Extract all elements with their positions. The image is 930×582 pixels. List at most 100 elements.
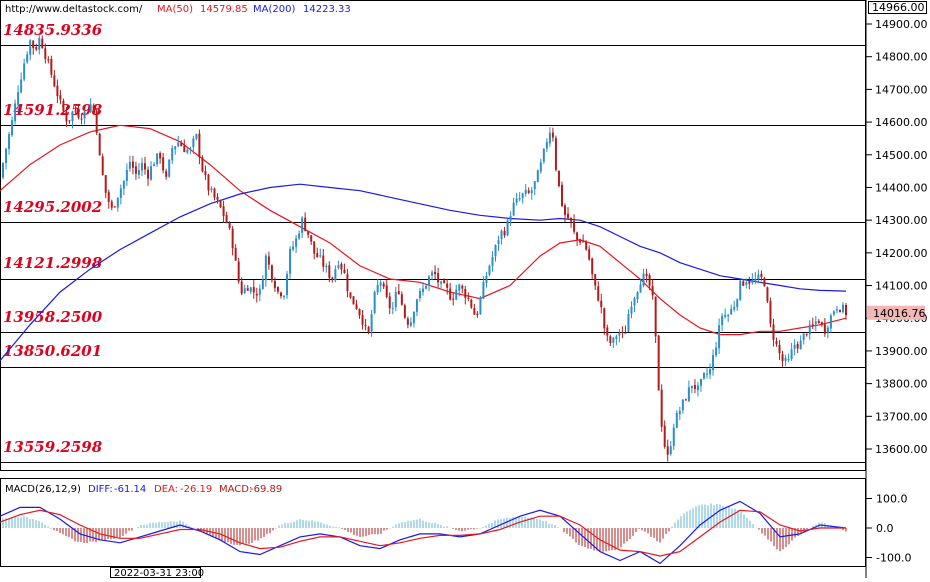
candle-body <box>796 344 799 349</box>
candle-body <box>74 110 77 112</box>
candle-body <box>642 273 645 286</box>
candle-body <box>518 198 521 200</box>
candle-body <box>742 281 745 286</box>
candle-body <box>645 273 648 277</box>
top-price-box <box>868 1 927 14</box>
candle-body <box>23 63 26 80</box>
candle-body <box>2 163 4 178</box>
candle-body <box>838 309 841 313</box>
candle-body <box>289 248 292 274</box>
macd-diff-value: -61.14 <box>114 484 146 495</box>
candle-body <box>567 213 570 219</box>
candle-body <box>814 321 817 325</box>
candle-body <box>512 202 515 216</box>
time-label: 2022-03-31 23:00 <box>114 568 204 578</box>
candle-body <box>464 289 467 298</box>
candle-body <box>264 255 267 281</box>
candle-body <box>397 291 400 295</box>
candle-body <box>681 399 684 411</box>
candle-body <box>443 280 446 284</box>
candle-body <box>237 261 240 282</box>
candle-body <box>715 347 718 356</box>
candle-body <box>727 314 730 317</box>
candle-body <box>349 292 352 298</box>
price-tick-label: 14700.00 <box>875 83 928 96</box>
candle-body <box>213 188 216 198</box>
candle-body <box>310 235 313 242</box>
candle-body <box>627 313 630 332</box>
macd-indicator <box>0 500 847 565</box>
candle-body <box>799 340 802 350</box>
candle-body <box>370 314 373 332</box>
candle-body <box>400 294 403 305</box>
macd-dea-label: DEA: <box>154 484 178 495</box>
candle-body <box>361 315 364 325</box>
candle-body <box>790 349 793 360</box>
price-axis: 14900.00 14800.00 14700.00 14600.00 14500.00… <box>866 1 928 565</box>
candle-body <box>358 309 361 316</box>
candle-body <box>388 296 391 309</box>
candle-body <box>591 258 594 275</box>
candle-body <box>403 305 406 318</box>
candle-body <box>736 299 739 308</box>
level-label: 13958.2500 <box>3 308 103 326</box>
candle-body <box>270 265 273 281</box>
candle-body <box>252 286 255 293</box>
candle-body <box>304 217 307 231</box>
candle-body <box>186 149 189 153</box>
candle-body <box>385 285 388 297</box>
candle-body <box>630 306 633 314</box>
candle-body <box>739 280 742 300</box>
candle-body <box>823 324 826 334</box>
ma50-value: 14579.85 <box>200 4 248 15</box>
candle-body <box>95 110 98 133</box>
candle-body <box>461 285 464 289</box>
candle-body <box>437 273 440 283</box>
candle-body <box>503 231 506 236</box>
candle-body <box>195 134 198 139</box>
support-resistance-levels: 14835.933614591.259814295.200214121.2998… <box>1 21 865 463</box>
candle-body <box>706 373 709 375</box>
candle-body <box>394 291 397 308</box>
candle-body <box>618 333 621 336</box>
candle-body <box>754 278 757 281</box>
candle-body <box>793 344 796 349</box>
price-panel-frame <box>0 0 866 471</box>
candle-body <box>5 148 8 164</box>
candle-body <box>319 255 322 257</box>
candle-body <box>530 190 533 194</box>
candle-body <box>240 281 243 294</box>
candle-body <box>101 156 104 175</box>
candle-body <box>709 369 712 375</box>
candle-body <box>570 217 573 222</box>
candle-body <box>171 148 174 161</box>
candle-body <box>527 190 530 193</box>
candle-body <box>80 118 83 120</box>
candle-body <box>606 327 609 336</box>
candle-body <box>301 217 304 233</box>
candle-body <box>168 159 171 177</box>
candle-body <box>657 335 660 391</box>
candle-body <box>521 193 524 198</box>
candle-body <box>32 40 35 49</box>
macd-diff-label: DIFF: <box>88 484 113 495</box>
candle-body <box>131 161 134 168</box>
candle-body <box>307 231 310 235</box>
candle-body <box>651 286 654 296</box>
candle-body <box>612 337 615 343</box>
candle-body <box>434 271 437 275</box>
candle-body <box>524 189 527 194</box>
candle-body <box>71 111 74 122</box>
candle-body <box>150 166 153 180</box>
candle-body <box>663 425 666 447</box>
candle-body <box>548 132 551 144</box>
candle-body <box>110 201 113 208</box>
price-tick-label: 14100.00 <box>875 280 928 293</box>
candle-body <box>258 288 261 295</box>
candle-body <box>86 112 89 114</box>
candle-body <box>769 301 772 324</box>
candle-body <box>817 320 820 324</box>
candle-body <box>292 246 295 250</box>
candle-body <box>92 105 95 111</box>
